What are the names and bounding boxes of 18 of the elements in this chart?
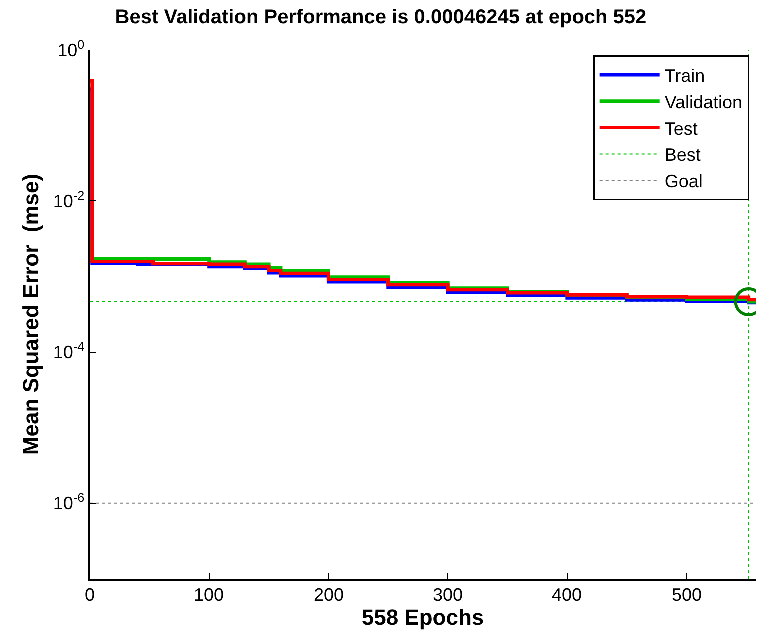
chart-title: Best Validation Performance is 0.00046245 at epoch 552 [115,6,647,29]
y-tick-label: 10$^{-2}$ [53,188,85,212]
x-tick-label: 200 [314,585,344,605]
y-tick-label: 10$^{-6}$ [53,491,85,514]
x-tick-label: 400 [552,585,582,605]
y-tick-label: 10$^{0}$ [58,38,85,60]
x-tick-label: 500 [672,585,702,605]
y-tick-label: 10$^{-4}$ [53,340,85,363]
ref-line-label: Best [664,145,701,166]
y-axis-title: Mean Squared Error (mse) [18,174,44,456]
legend-label: Goal [664,172,703,192]
legend-label: Train [664,66,706,86]
x-tick-label: 100 [194,585,224,605]
x-axis-title: 558 Epochs [362,605,484,630]
legend-label: Validation [664,92,743,112]
x-tick-label: 0 [85,585,96,605]
x-tick-label: 300 [433,585,464,605]
legend-label: Test [664,118,698,139]
